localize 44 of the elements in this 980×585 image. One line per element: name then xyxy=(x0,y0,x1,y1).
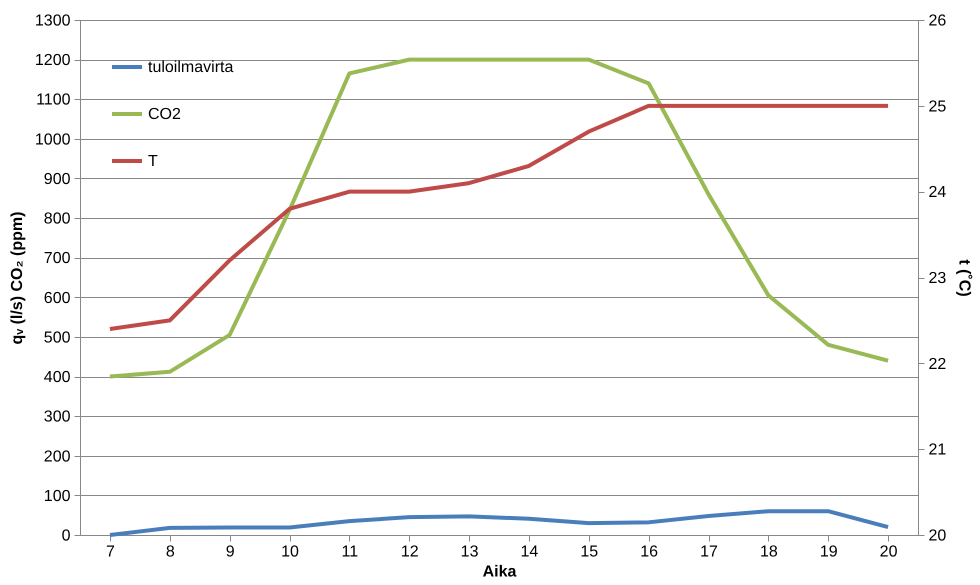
x-tick-label: 17 xyxy=(700,544,718,560)
y-tick-label: 600 xyxy=(44,290,71,307)
y2-tick-label: 26 xyxy=(928,12,946,30)
y-tick-label: 1100 xyxy=(36,92,71,109)
y-tick-label: 1200 xyxy=(34,52,71,70)
x-tick-label: 15 xyxy=(580,544,598,560)
line-series xyxy=(108,58,890,379)
y-tick-label: 800 xyxy=(44,210,71,228)
legend-label: CO2 xyxy=(148,106,181,123)
x-tick-label: 19 xyxy=(820,544,838,560)
y-tick-label: 1300 xyxy=(34,12,71,30)
y-tick-label: 100 xyxy=(44,488,71,505)
x-axis-title: Aika xyxy=(482,564,516,580)
line-series xyxy=(108,104,890,331)
y-tick-label: 700 xyxy=(44,250,71,268)
legend-label: T xyxy=(148,153,158,170)
y2-tick-label: 21 xyxy=(928,442,946,459)
y2-tick-label: 20 xyxy=(928,528,946,544)
x-tick-label: 18 xyxy=(760,544,778,560)
x-tick-label: 20 xyxy=(880,544,898,560)
y-tick-label: 500 xyxy=(44,329,71,346)
line-series xyxy=(108,509,890,537)
y-axis-title: qᵥ (l/s) CO₂ (ppm) xyxy=(8,212,26,344)
x-tick-label: 14 xyxy=(520,544,538,560)
x-tick-label: 11 xyxy=(342,544,358,560)
y2-tick-label: 22 xyxy=(928,356,946,373)
y-tick-label: 900 xyxy=(44,170,71,188)
x-tick-label: 7 xyxy=(106,544,115,560)
y-tick-label: 1000 xyxy=(34,131,71,148)
x-tick-label: 10 xyxy=(281,544,299,560)
x-tick-label: 9 xyxy=(226,544,235,560)
y2-axis-title: t (˚C) xyxy=(955,259,972,297)
y-tick-label: 200 xyxy=(44,448,71,466)
y2-tick-label: 23 xyxy=(928,270,946,287)
y-tick-label: 400 xyxy=(44,369,71,386)
y2-tick-label: 25 xyxy=(928,98,946,116)
legend-label: tuloilmavirta xyxy=(148,59,234,76)
x-tick-label: 12 xyxy=(400,544,419,560)
x-tick-label: 16 xyxy=(640,544,658,560)
x-tick-label: 8 xyxy=(166,544,175,560)
x-tick-label: 13 xyxy=(460,544,479,560)
y-tick-label: 0 xyxy=(62,528,71,544)
y-tick-label: 300 xyxy=(44,408,71,426)
y2-tick-label: 24 xyxy=(928,184,946,202)
